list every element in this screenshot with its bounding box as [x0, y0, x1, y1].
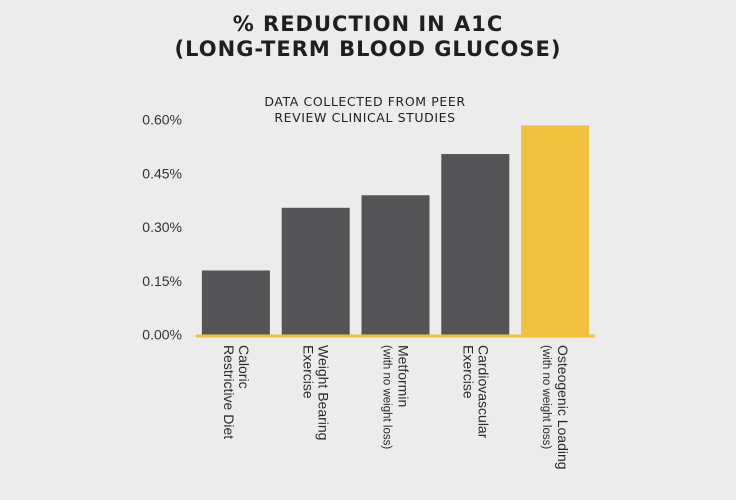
chart-subtitle-line-2: REVIEW CLINICAL STUDIES [274, 110, 456, 125]
x-tick-label-line: Weight Bearing [316, 345, 332, 440]
y-tick-label: 0.60% [142, 112, 182, 128]
bar [201, 270, 270, 335]
bar [361, 195, 430, 335]
chart-title-line-1: % REDUCTION IN A1C [232, 12, 504, 36]
chart-title-line-2: (LONG-TERM BLOOD GLUCOSE) [174, 37, 562, 61]
x-tick-label-line: Metformin [396, 345, 412, 407]
x-tick-label-line: Osteogenic Loading [555, 345, 571, 470]
x-tick-label-line: Cardiovascular [475, 345, 491, 439]
x-tick-label-line: Exercise [301, 345, 317, 399]
x-tick-label: Osteogenic Loading(with no weight loss) [540, 345, 571, 470]
bar [281, 207, 350, 335]
y-tick-label: 0.00% [142, 327, 182, 343]
y-tick-label: 0.15% [142, 273, 182, 289]
chart-subtitle-line-1: DATA COLLECTED FROM PEER [264, 94, 466, 109]
bar [521, 125, 590, 335]
y-tick-label: 0.45% [142, 165, 182, 181]
x-tick-label: Metformin(with no weight loss) [381, 345, 412, 449]
bar [441, 154, 510, 335]
x-tick-label-line: (with no weight loss) [381, 345, 393, 449]
x-tick-label-line: (with no weight loss) [540, 345, 552, 449]
x-tick-label-line: Restrictive Diet [221, 345, 237, 439]
x-tick-label-line: Caloric [236, 345, 252, 389]
y-tick-label: 0.30% [142, 219, 182, 235]
x-tick-label-line: Exercise [460, 345, 476, 399]
